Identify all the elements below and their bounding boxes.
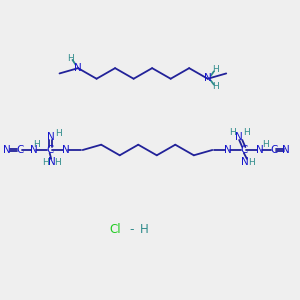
Text: H: H — [248, 158, 255, 167]
Text: H: H — [42, 158, 49, 167]
Text: N: N — [4, 145, 11, 155]
Text: C: C — [16, 145, 23, 155]
Text: C: C — [46, 145, 53, 155]
Text: C: C — [240, 145, 247, 155]
Text: H: H — [33, 140, 39, 149]
Text: N: N — [47, 132, 54, 142]
Text: N: N — [30, 145, 38, 155]
Text: H: H — [67, 54, 74, 63]
Text: H: H — [229, 128, 236, 137]
Text: N: N — [62, 145, 70, 155]
Text: H: H — [140, 223, 149, 236]
Text: H: H — [212, 65, 219, 74]
Text: C: C — [270, 145, 278, 155]
Text: H: H — [55, 129, 62, 138]
Text: H: H — [262, 140, 269, 148]
Text: N: N — [224, 145, 232, 155]
Text: N: N — [256, 145, 264, 155]
Text: H: H — [244, 128, 250, 137]
Text: -: - — [130, 223, 134, 236]
Text: Cl: Cl — [109, 223, 121, 236]
Text: H: H — [212, 82, 219, 91]
Text: N: N — [242, 158, 249, 167]
Text: N: N — [235, 132, 243, 142]
Text: N: N — [48, 158, 56, 167]
Text: N: N — [282, 145, 290, 155]
Text: N: N — [74, 63, 82, 73]
Text: H: H — [54, 158, 61, 167]
Text: N: N — [204, 73, 212, 83]
